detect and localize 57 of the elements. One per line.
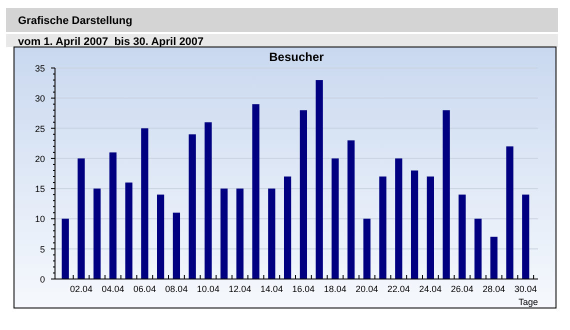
bar [125, 182, 132, 279]
bar [220, 188, 228, 279]
y-tick-label: 10 [34, 214, 45, 224]
bar [410, 170, 418, 279]
bar [316, 80, 323, 279]
y-tick-label: 35 [34, 64, 45, 74]
x-tick-label: 26.04 [450, 284, 474, 294]
bar [78, 158, 85, 279]
x-tick-label: 18.04 [324, 284, 346, 294]
x-tick-label: 06.04 [133, 284, 156, 294]
bar [442, 110, 450, 279]
bar [363, 218, 370, 279]
bar [506, 146, 514, 279]
x-tick-label: 04.04 [102, 284, 124, 294]
x-tick-label: 10.04 [196, 284, 220, 294]
bar [157, 194, 164, 279]
bar [395, 158, 402, 279]
x-tick-label: 08.04 [165, 284, 188, 294]
x-tick-label: 12.04 [228, 284, 252, 294]
bar [490, 236, 498, 279]
bar [141, 128, 148, 279]
bar [109, 152, 117, 279]
bar [172, 212, 180, 279]
x-axis-title: Tage [518, 297, 538, 307]
x-tick-label: 14.04 [260, 284, 283, 294]
bar [188, 134, 196, 279]
bar [268, 188, 276, 279]
chart-title: Grafische Darstellung [18, 15, 132, 27]
x-tick-label: 24.04 [419, 284, 442, 294]
bar [458, 194, 466, 279]
bar [379, 176, 386, 279]
x-tick-label: 28.04 [482, 284, 506, 294]
chart-subtitle: vom 1. April 2007 bis 30. April 2007 [18, 36, 204, 48]
x-tick-label: 30.04 [514, 284, 537, 294]
bar [62, 218, 69, 279]
bar [347, 140, 355, 279]
bar [94, 188, 101, 279]
y-tick-label: 20 [34, 154, 45, 164]
y-tick-label: 5 [40, 244, 45, 254]
y-tick-label: 30 [34, 94, 45, 104]
bar [300, 110, 308, 279]
y-tick-label: 15 [34, 184, 45, 194]
x-tick-label: 22.04 [387, 284, 410, 294]
x-tick-label: 20.04 [356, 284, 378, 294]
y-tick-label: 0 [40, 274, 45, 284]
bar [204, 122, 212, 279]
x-tick-label: 16.04 [292, 284, 315, 294]
bar [284, 176, 292, 279]
bar [332, 158, 339, 279]
bar [426, 176, 434, 279]
y-axis-title: Besucher [269, 50, 324, 64]
x-tick-label: 02.04 [70, 284, 92, 294]
bar [474, 218, 482, 279]
y-tick-label: 25 [34, 124, 45, 134]
bar [252, 104, 260, 279]
bar [236, 188, 244, 279]
bar [522, 194, 530, 279]
